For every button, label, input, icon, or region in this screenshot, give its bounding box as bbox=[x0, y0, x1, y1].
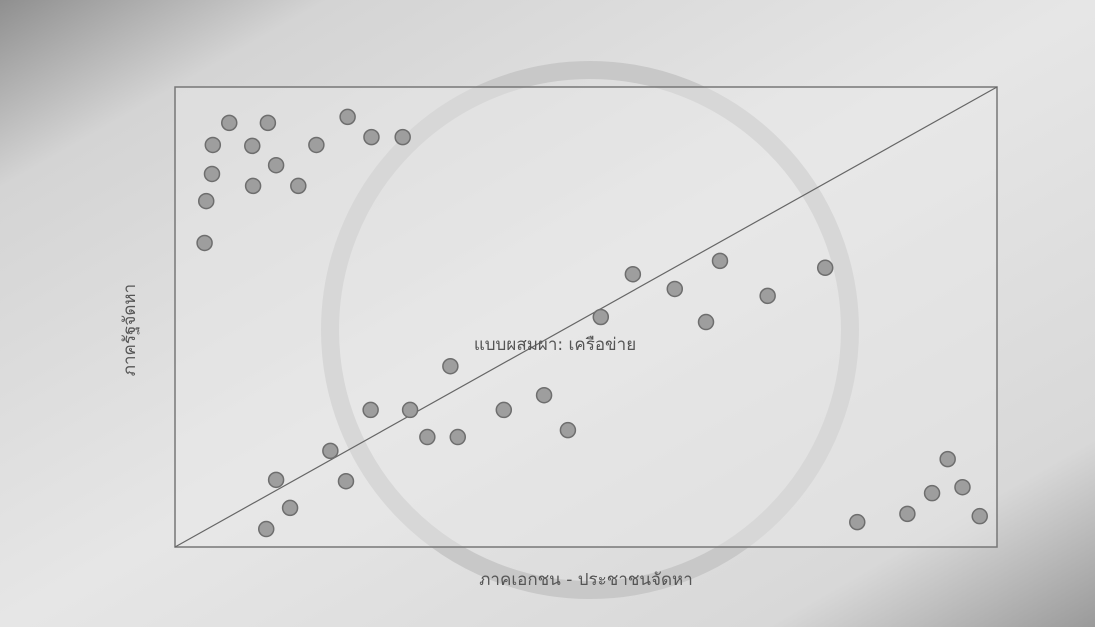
point bbox=[362, 401, 379, 419]
point bbox=[592, 308, 610, 326]
point bbox=[244, 177, 262, 195]
point bbox=[203, 165, 221, 183]
y-axis-label: ภาครัฐจัดหา bbox=[120, 284, 140, 376]
point bbox=[923, 484, 941, 502]
point bbox=[197, 192, 215, 210]
point bbox=[759, 287, 776, 305]
point bbox=[281, 499, 299, 517]
point bbox=[899, 505, 916, 523]
point bbox=[196, 234, 213, 252]
point bbox=[495, 401, 513, 419]
point bbox=[666, 280, 684, 298]
point bbox=[442, 357, 459, 375]
point bbox=[221, 114, 238, 132]
point bbox=[419, 428, 436, 446]
point bbox=[257, 520, 275, 538]
point bbox=[308, 136, 325, 154]
point bbox=[971, 507, 988, 525]
point bbox=[624, 265, 642, 283]
diagonal-line bbox=[174, 86, 998, 548]
point bbox=[290, 177, 307, 195]
point bbox=[697, 313, 715, 331]
point bbox=[244, 137, 261, 155]
point bbox=[939, 450, 956, 468]
point bbox=[267, 471, 285, 489]
point bbox=[363, 128, 380, 146]
point bbox=[535, 386, 553, 404]
point bbox=[816, 259, 834, 277]
point bbox=[337, 472, 355, 490]
point bbox=[339, 108, 356, 126]
point bbox=[954, 478, 971, 496]
annotation: แบบผสมผา: เครือข่าย bbox=[474, 335, 636, 355]
point bbox=[559, 421, 577, 439]
point bbox=[394, 128, 411, 146]
point bbox=[711, 252, 729, 270]
point bbox=[259, 114, 277, 132]
point bbox=[267, 156, 285, 174]
watermark bbox=[321, 61, 859, 599]
point bbox=[322, 442, 339, 460]
point bbox=[849, 513, 866, 531]
point bbox=[449, 428, 467, 446]
point bbox=[204, 136, 222, 154]
point bbox=[401, 401, 419, 419]
x-axis-label: ภาคเอกชน - ประชาชนจัดหา bbox=[479, 570, 693, 590]
